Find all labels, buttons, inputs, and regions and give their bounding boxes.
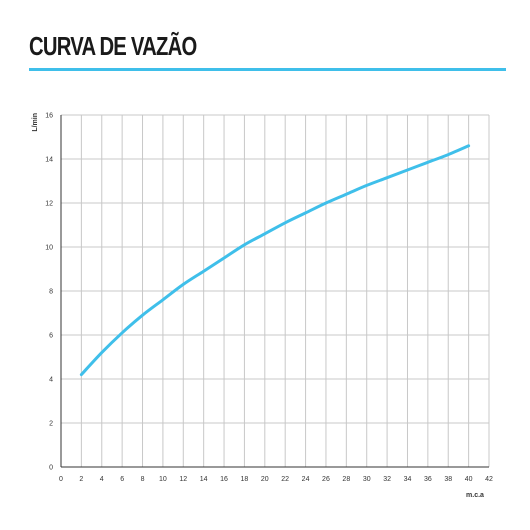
y-tick-label: 12: [45, 201, 53, 208]
x-axis-label: m.c.a: [466, 492, 484, 499]
grid-lines: [60, 114, 490, 468]
x-tick-label: 34: [404, 476, 412, 483]
x-tick-label: 28: [342, 476, 350, 483]
x-tick-label: 10: [159, 476, 167, 483]
series-line: [79, 144, 471, 377]
page-title: CURVA DE VAZÃO: [29, 31, 197, 61]
y-tick-label: 10: [45, 245, 53, 252]
chart-axes: [60, 115, 489, 468]
x-tick-label: 2: [79, 476, 83, 483]
x-tick-label: 4: [100, 476, 104, 483]
x-tick-label: 20: [261, 476, 269, 483]
y-tick-label: 6: [49, 333, 53, 340]
x-tick-label: 42: [485, 476, 493, 483]
x-tick-label: 38: [444, 476, 452, 483]
x-tick-label: 14: [200, 476, 208, 483]
y-tick-label: 4: [49, 377, 53, 384]
title-underline: [29, 68, 506, 71]
x-tick-label: 16: [220, 476, 228, 483]
y-tick-label: 14: [45, 157, 53, 164]
x-tick-label: 6: [120, 476, 124, 483]
x-tick-label: 22: [281, 476, 289, 483]
x-tick-label: 12: [179, 476, 187, 483]
y-tick-label: 0: [49, 465, 53, 472]
x-tick-label: 18: [241, 476, 249, 483]
x-tick-label: 40: [465, 476, 473, 483]
y-tick-labels: 0 2 4 6 8 10 12 14 16: [45, 113, 53, 472]
x-tick-label: 30: [363, 476, 371, 483]
x-tick-labels: 0 2 4 6 8 10 12 14 16 18 20 22 24 26 28 30 32 34 36 38 40 42: [59, 476, 493, 483]
y-tick-label: 2: [49, 421, 53, 428]
x-tick-label: 24: [302, 476, 310, 483]
y-tick-label: 16: [45, 113, 53, 120]
x-tick-label: 8: [141, 476, 145, 483]
y-tick-label: 8: [49, 289, 53, 296]
x-tick-label: 36: [424, 476, 432, 483]
x-tick-label: 26: [322, 476, 330, 483]
series-group: [79, 144, 471, 377]
y-axis-label: L/min: [32, 113, 39, 132]
x-tick-label: 0: [59, 476, 63, 483]
x-tick-label: 32: [383, 476, 391, 483]
